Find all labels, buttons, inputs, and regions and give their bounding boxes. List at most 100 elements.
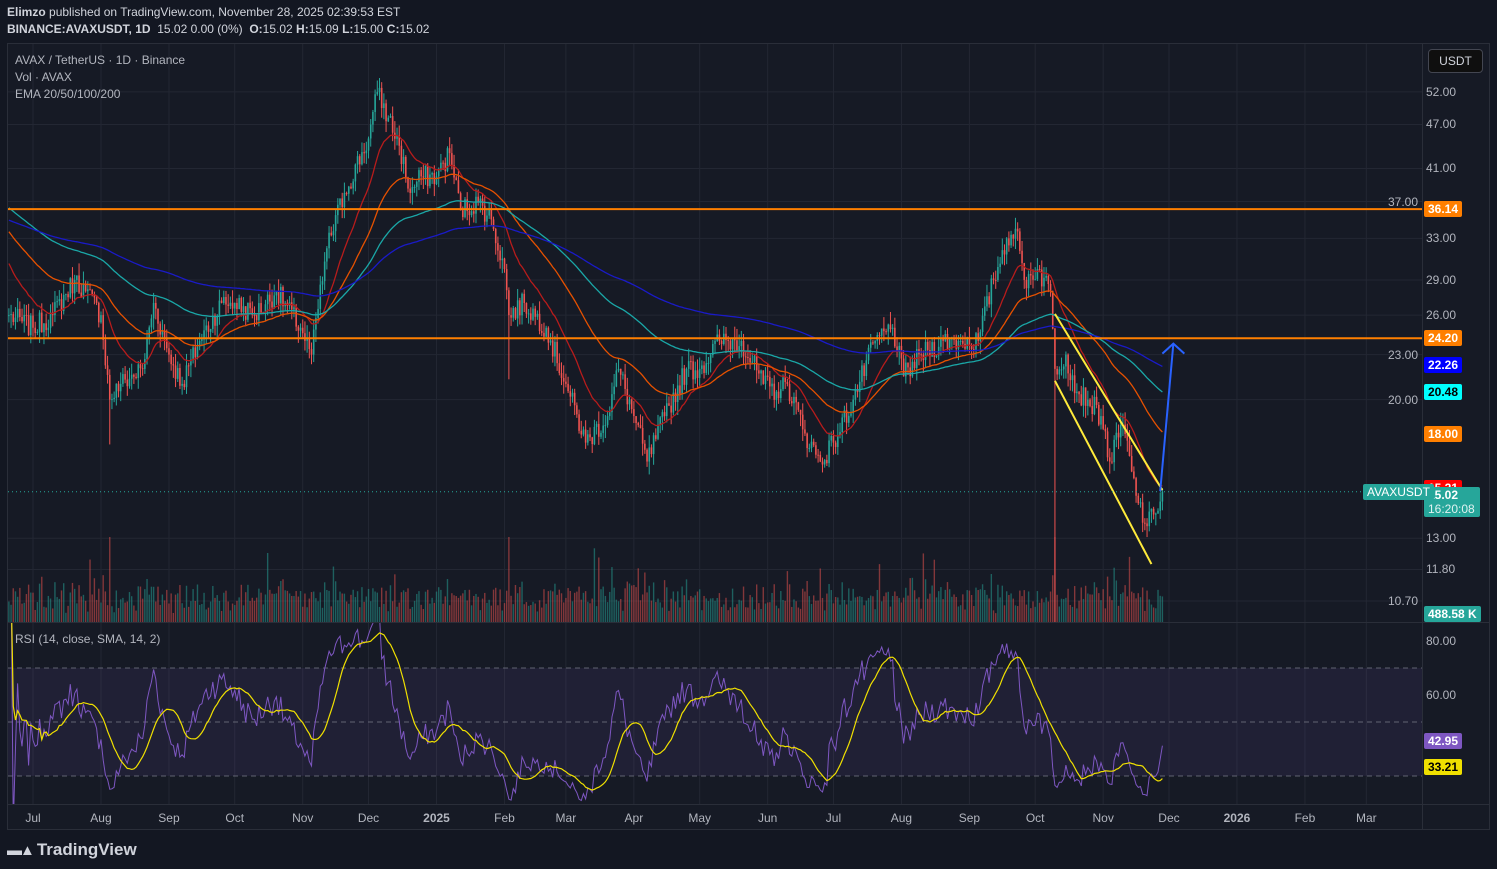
candle-body [975,333,977,350]
candle-body [1027,274,1030,289]
candle-body [244,306,247,320]
price-tick-label: 33.00 [1426,231,1457,246]
volume-bar [1128,556,1131,622]
volume-bar [1141,587,1144,622]
candle-body [887,324,890,332]
volume-bar [920,608,922,622]
volume-bar [380,587,383,622]
candle-body [527,313,530,315]
candle-body [589,434,591,438]
volume-bar [405,591,407,622]
candle-body [826,459,828,464]
volume-bar [387,611,389,622]
volume-bar [964,609,966,622]
candle-body [694,370,697,380]
candle-body [823,459,826,465]
volume-bar [749,594,751,622]
candle-body [269,294,271,302]
volume-bar [163,600,166,622]
candle-body [282,287,284,307]
candle-body [690,361,692,363]
candle-body [1159,501,1162,511]
candle-body [738,346,740,351]
candle-body [304,333,306,341]
candle-body [990,278,993,305]
volume-bar [260,592,262,622]
candle-body [569,391,572,397]
candle-body [238,298,240,310]
volume-bar [944,589,946,622]
candle-body [486,215,488,222]
volume-bar [823,610,826,622]
volume-bar [459,595,462,622]
candle-body [477,196,479,202]
volume-bar [894,591,896,622]
legend-title[interactable]: AVAX / TetherUS · 1D · Binance [15,53,186,67]
legend-volume[interactable]: Vol · AVAX [15,70,72,84]
candle-body [913,361,916,368]
volume-bar [762,587,764,622]
volume-bar [1071,606,1074,622]
candle-body [850,413,852,416]
candle-body [1016,228,1019,232]
volume-bar [804,591,806,622]
volume-bar [519,587,521,622]
legend-ema[interactable]: EMA 20/50/100/200 [15,87,121,101]
volume-bar [626,581,629,622]
candle-body [812,441,815,446]
volume-bar [806,580,808,622]
candle-body [874,340,876,344]
candle-body [260,303,262,313]
candle-body [216,315,219,326]
candle-body [163,330,166,340]
volume-bar [1113,567,1115,622]
currency-button[interactable]: USDT [1428,49,1483,73]
candle-body [124,374,126,380]
volume-bar [1139,597,1142,622]
volume-bar [288,593,291,622]
candle-body [97,302,100,323]
tradingview-logo-icon: ▬▲ [7,841,35,859]
candle-body [424,165,427,178]
volume-bar [43,606,45,622]
volume-bar [87,611,89,622]
legend-rsi[interactable]: RSI (14, close, SMA, 14, 2) [15,632,161,646]
candle-body [295,307,297,327]
volume-bar [718,593,721,622]
volume-bar [782,599,784,622]
candle-body [407,177,409,189]
volume-bar [361,587,363,622]
volume-bar [297,596,300,622]
volume-bar [830,590,832,622]
candle-body [1104,428,1107,432]
volume-bar [179,585,181,622]
candle-body [141,368,144,370]
volume-bar [370,601,372,622]
volume-bar [927,598,929,622]
volume-bar [543,589,545,622]
volume-bar [1095,587,1098,622]
candle-body [955,339,958,349]
volume-bar [652,582,655,622]
volume-bar [201,604,203,622]
volume-bar [720,606,723,622]
candle-body [207,325,210,332]
volume-bar [429,603,431,622]
tradingview-logo[interactable]: ▬▲ TradingView [7,840,137,860]
candle-body [624,374,626,389]
candle-body [1155,513,1157,515]
volume-bar [475,593,477,622]
candle-body [600,432,602,437]
candle-body [760,370,762,374]
volume-bar [435,591,438,622]
volume-bar [126,601,128,622]
candle-body [615,370,618,387]
volume-bar [650,600,653,622]
volume-bar [703,595,705,622]
volume-bar [593,548,596,622]
candle-body [1106,431,1109,458]
volume-bar [304,593,306,622]
candle-body [472,211,475,214]
volume-bar [240,584,243,622]
